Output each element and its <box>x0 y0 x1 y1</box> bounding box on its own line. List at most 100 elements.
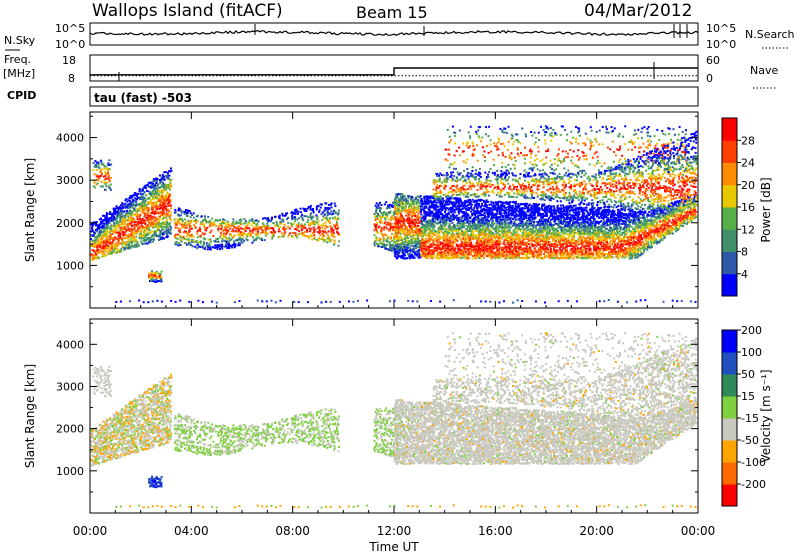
power-echo <box>175 227 177 229</box>
power-echo <box>507 206 509 208</box>
power-echo <box>302 217 304 219</box>
power-echo <box>386 212 388 214</box>
power-echo <box>206 244 208 246</box>
power-echo <box>336 221 338 223</box>
power-echo <box>212 235 214 237</box>
power-echo <box>429 236 431 238</box>
power-echo <box>381 204 383 206</box>
power-echo <box>98 175 100 177</box>
power-echo <box>106 254 108 256</box>
power-echo <box>505 229 507 231</box>
power-echo <box>470 254 472 256</box>
power-echo <box>403 234 405 236</box>
power-echo <box>246 235 248 237</box>
power-echo <box>105 178 107 180</box>
power-echo <box>217 220 219 222</box>
power-echo <box>233 221 235 223</box>
power-echo <box>405 215 407 217</box>
power-echo <box>502 235 504 237</box>
power-echo <box>167 212 169 214</box>
power-echo <box>161 186 163 188</box>
power-echo <box>493 248 495 250</box>
power-echo <box>450 238 452 240</box>
power-echo <box>381 230 383 232</box>
power-echo <box>279 217 281 219</box>
power-echo <box>391 223 393 225</box>
power-echo <box>165 206 167 208</box>
power-echo <box>373 242 375 244</box>
power-echo <box>323 225 325 227</box>
power-echo <box>232 228 234 230</box>
power-echo <box>299 233 301 235</box>
power-echo <box>285 228 287 230</box>
power-echo <box>329 217 331 219</box>
power-echo <box>471 258 473 260</box>
power-echo <box>204 218 206 220</box>
power-echo <box>324 213 326 215</box>
power-echo <box>399 205 401 207</box>
power-echo <box>153 279 155 281</box>
power-echo <box>434 234 436 236</box>
power-echo <box>298 226 300 228</box>
power-echo <box>329 221 331 223</box>
power-echo <box>420 195 422 197</box>
power-echo <box>301 229 303 231</box>
power-echo <box>470 211 472 213</box>
power-echo <box>492 239 494 241</box>
power-echo <box>192 245 194 247</box>
power-echo <box>425 206 427 208</box>
power-echo <box>140 238 142 240</box>
power-echo <box>483 205 485 207</box>
power-echo <box>515 249 517 251</box>
power-echo <box>119 224 121 226</box>
power-echo <box>193 217 195 219</box>
power-echo <box>149 229 151 231</box>
power-echo <box>263 224 265 226</box>
power-echo <box>104 165 106 167</box>
power-echo <box>218 241 220 243</box>
power-echo <box>210 248 212 250</box>
power-echo <box>404 254 406 256</box>
power-echo <box>435 250 437 252</box>
power-echo <box>445 209 447 211</box>
power-echo <box>125 216 127 218</box>
power-echo <box>338 240 340 242</box>
power-echo <box>418 251 420 253</box>
power-echo <box>490 203 492 205</box>
power-echo <box>323 235 325 237</box>
power-echo <box>182 220 184 222</box>
power-echo <box>161 226 163 228</box>
power-echo <box>409 213 411 215</box>
power-echo <box>281 232 283 234</box>
power-echo <box>274 231 276 233</box>
power-echo <box>487 228 489 230</box>
power-echo <box>306 229 308 231</box>
power-echo <box>98 164 100 166</box>
power-echo <box>221 240 223 242</box>
power-echo <box>490 229 492 231</box>
power-echo <box>426 229 428 231</box>
power-echo <box>510 221 512 223</box>
power-echo <box>447 242 449 244</box>
power-echo <box>329 213 331 215</box>
power-echo <box>416 252 418 254</box>
power-echo <box>300 216 302 218</box>
power-echo <box>492 232 494 234</box>
power-echo <box>226 247 228 249</box>
power-echo <box>480 257 482 259</box>
power-echo <box>469 224 471 226</box>
power-echo <box>402 216 404 218</box>
power-echo <box>311 228 313 230</box>
power-echo <box>501 223 503 225</box>
power-echo <box>465 258 467 260</box>
power-echo <box>245 234 247 236</box>
power-echo <box>446 250 448 252</box>
power-echo <box>181 218 183 220</box>
power-echo <box>123 211 125 213</box>
power-echo <box>136 232 138 234</box>
power-echo <box>140 240 142 242</box>
power-echo <box>165 171 167 173</box>
power-echo <box>94 187 96 189</box>
power-echo <box>281 223 283 225</box>
power-echo <box>189 210 191 212</box>
